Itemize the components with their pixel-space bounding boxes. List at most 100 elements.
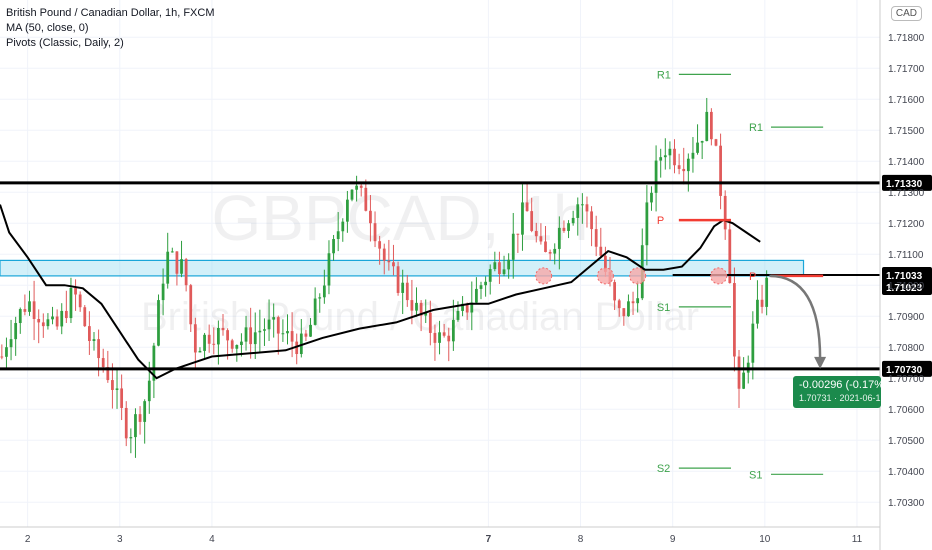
candle-body xyxy=(645,202,649,246)
legend-symbol[interactable]: British Pound / Canadian Dollar, 1h, FXC… xyxy=(6,7,215,19)
level-tag: 1.70730 xyxy=(886,365,923,376)
candle-body xyxy=(663,155,667,158)
candle-body xyxy=(539,236,543,242)
candle-body xyxy=(276,317,280,334)
projection-head xyxy=(814,356,827,369)
candle-body xyxy=(373,223,377,242)
candle-body xyxy=(705,111,709,142)
candle-body xyxy=(92,339,96,341)
candle-body xyxy=(60,310,64,327)
candle-body xyxy=(567,223,570,231)
candle-body xyxy=(143,401,147,422)
resistance-zone[interactable] xyxy=(0,259,805,277)
candle-body xyxy=(299,333,303,355)
candle-body xyxy=(599,246,603,256)
zone-rect xyxy=(0,259,805,277)
candle-body xyxy=(410,300,414,311)
candle-body xyxy=(442,332,446,336)
candle-body xyxy=(78,294,82,308)
y-tick-label: 1.70600 xyxy=(888,405,925,416)
candle-body xyxy=(765,277,769,307)
candle-body xyxy=(525,202,529,212)
candle-body xyxy=(55,316,59,327)
x-tick-label: 9 xyxy=(670,534,676,545)
legend-ma[interactable]: MA (50, close, 0) xyxy=(6,22,89,34)
price-axis[interactable]: 1.713301.707301.7103309:561.710231.70300… xyxy=(879,0,932,550)
candle-body xyxy=(382,248,386,261)
y-tick-label: 1.71600 xyxy=(888,95,925,106)
time-axis[interactable]: 2 3 4 7 8 9 10 11 xyxy=(0,526,880,545)
pivot-label: S1 xyxy=(657,302,670,314)
watermark: GBPCAD, 1h British Pound / Canadian Doll… xyxy=(141,182,699,339)
pivot-label: P xyxy=(749,271,756,283)
candle-body xyxy=(451,319,455,342)
candle-body xyxy=(654,160,658,193)
candle-body xyxy=(627,301,630,317)
last-price-tag: 1.71033 xyxy=(886,271,923,282)
candle-body xyxy=(97,339,100,359)
candle-body xyxy=(751,323,755,363)
candle-body xyxy=(571,217,575,224)
watermark-name: British Pound / Canadian Dollar xyxy=(141,295,699,339)
ma-path xyxy=(0,204,761,380)
pivot-label: P xyxy=(657,215,664,227)
candle-body xyxy=(263,329,266,331)
candle-body xyxy=(742,372,746,389)
candle-body xyxy=(456,310,460,320)
candle-body xyxy=(64,310,68,319)
pivot-label: S2 xyxy=(657,463,670,475)
candle-body xyxy=(290,331,294,342)
candle-body xyxy=(5,347,8,357)
candle-body xyxy=(304,333,308,337)
y-tick-label: 1.71400 xyxy=(888,157,925,168)
candle-body xyxy=(157,300,160,346)
y-tick-label: 1.71200 xyxy=(888,219,925,230)
touch-markers xyxy=(535,267,728,285)
candle-body xyxy=(405,282,409,301)
candle-body xyxy=(700,141,704,143)
candle-body xyxy=(184,259,188,286)
candle-body xyxy=(221,327,225,331)
candle-body xyxy=(170,251,174,253)
candle-body xyxy=(318,297,322,299)
candle-body xyxy=(281,333,285,335)
candle-body xyxy=(756,299,759,324)
chart-grid xyxy=(0,0,880,527)
candle-body xyxy=(226,330,229,341)
pivot-label: S1 xyxy=(749,469,762,481)
candle-body xyxy=(207,334,211,344)
ma-50-line xyxy=(0,204,761,380)
candle-body xyxy=(267,319,271,330)
y-tick-label: 1.71100 xyxy=(888,250,924,261)
touch-marker xyxy=(596,267,614,285)
candle-body xyxy=(438,332,441,343)
extra-tag-bg xyxy=(882,280,932,295)
candle-body xyxy=(544,241,547,253)
candle-body xyxy=(313,298,317,325)
candle-body xyxy=(465,303,469,313)
candle-body xyxy=(0,356,4,358)
candle-body xyxy=(378,241,382,249)
watermark-symbol: GBPCAD, 1h xyxy=(211,182,588,254)
candle-body xyxy=(737,356,741,389)
currency-badge[interactable]: CAD xyxy=(890,6,922,21)
projection-arrow[interactable] xyxy=(769,274,827,369)
candle-body xyxy=(585,204,589,212)
candle-body xyxy=(470,302,474,313)
candle-body xyxy=(346,199,349,222)
legend-pivots[interactable]: Pivots (Classic, Daily, 2) xyxy=(6,37,124,49)
candle-body xyxy=(511,233,515,260)
candle-body xyxy=(83,307,87,327)
candle-body xyxy=(341,221,345,232)
candle-body xyxy=(631,301,635,304)
candle-body xyxy=(498,262,501,275)
candle-body xyxy=(709,111,713,140)
candle-body xyxy=(249,327,253,345)
pivot-label: R1 xyxy=(657,69,671,81)
candle-body xyxy=(479,285,483,289)
y-tick-label: 1.70400 xyxy=(888,467,925,478)
candle-body xyxy=(521,202,524,235)
projection-label: -0.00296 (-0.17%) 1.70731 · 2021-06-10 xyxy=(793,376,881,408)
x-tick-label: 4 xyxy=(209,534,215,545)
